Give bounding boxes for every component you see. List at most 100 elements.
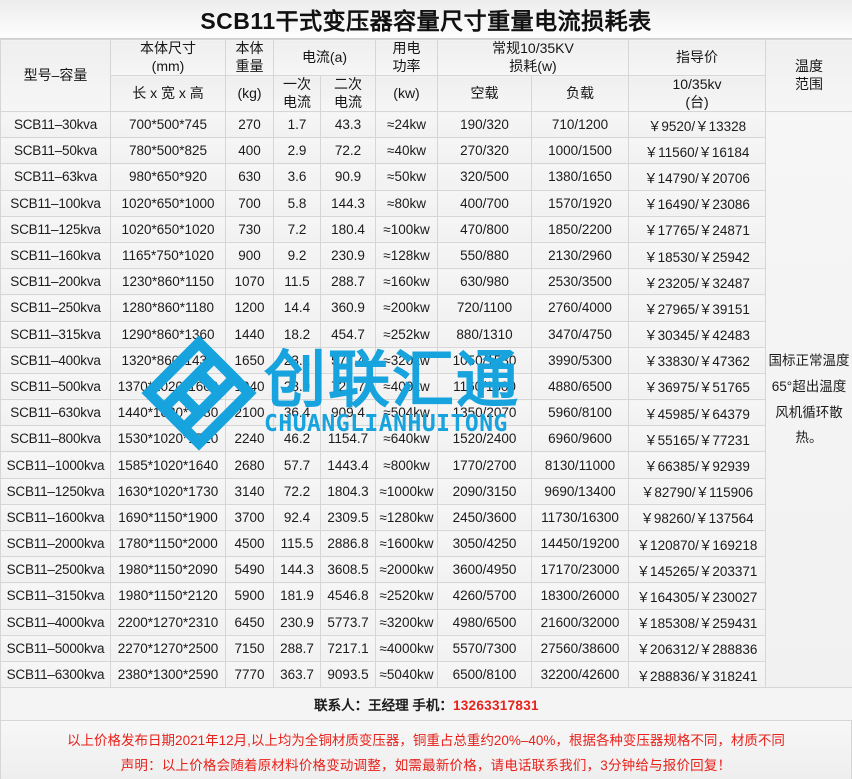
cell-no-load-loss: 320/500 xyxy=(437,163,532,191)
cell-secondary-current: 909.4 xyxy=(320,399,376,427)
table-footer: 联系人：王经理 手机：13263317831 xyxy=(0,687,852,722)
table-row: SCB11–1600kva 1690*1150*1900 3700 92.4 2309.… xyxy=(0,503,852,532)
header-power-label-1: 用电 xyxy=(392,40,421,56)
cell-primary-current: 18.2 xyxy=(273,320,321,348)
cell-dimensions: 2270*1270*2500 xyxy=(110,634,226,662)
cell-no-load-loss: 470/800 xyxy=(437,215,532,243)
header-current-secondary-1: 二次 xyxy=(334,76,362,92)
cell-weight: 7150 xyxy=(225,634,274,662)
cell-secondary-current: 288.7 xyxy=(320,268,376,296)
header-weight: 本体 重量 xyxy=(225,39,274,76)
cell-load-loss: 5960/8100 xyxy=(531,399,629,427)
cell-load-loss: 3470/4750 xyxy=(531,320,629,348)
cell-weight: 5900 xyxy=(225,582,274,610)
header-current-primary-1: 一次 xyxy=(283,76,311,92)
cell-no-load-loss: 5570/7300 xyxy=(437,634,532,662)
cell-primary-current: 11.5 xyxy=(273,268,321,296)
header-dimensions-sub: 长 x 宽 x 高 xyxy=(110,75,226,112)
contact-phone[interactable]: 13263317831 xyxy=(452,698,539,714)
cell-weight: 1200 xyxy=(225,294,274,322)
cell-secondary-current: 4546.8 xyxy=(320,582,376,610)
table-row: SCB11–200kva 1230*860*1150 1070 11.5 288.7 ≈1… xyxy=(0,268,852,296)
header-loss-label-2: 损耗(w) xyxy=(509,57,557,74)
cell-no-load-loss: 3600/4950 xyxy=(437,556,532,584)
cell-primary-current: 2.9 xyxy=(273,137,321,165)
cell-price: ￥17765/￥24871 xyxy=(628,215,766,243)
cell-model: SCB11–800kva xyxy=(0,425,111,453)
table-row: SCB11–630kva 1440*1020*1680 2100 36.4 909.4 ≈… xyxy=(0,399,852,427)
cell-no-load-loss: 190/320 xyxy=(437,110,532,139)
cell-secondary-current: 144.3 xyxy=(320,189,376,217)
cell-dimensions: 1530*1020*1520 xyxy=(110,425,226,453)
contact-cell: 联系人：王经理 手机：13263317831 xyxy=(0,687,852,722)
cell-power: ≈2520kw xyxy=(375,582,438,610)
cell-model: SCB11–100kva xyxy=(0,189,111,217)
cell-power: ≈3200kw xyxy=(375,608,438,636)
cell-weight: 1440 xyxy=(225,320,274,348)
cell-power: ≈24kw xyxy=(375,110,438,139)
cell-load-loss: 6960/9600 xyxy=(531,425,629,453)
cell-dimensions: 700*500*745 xyxy=(110,110,226,139)
cell-load-loss: 2760/4000 xyxy=(531,294,629,322)
header-price-sub-2: (台) xyxy=(685,93,709,110)
cell-power: ≈252kw xyxy=(375,320,438,348)
disclaimer-block: 以上价格发布日期2021年12月,以上均为全铜材质变压器，铜重占总重约20%–4… xyxy=(0,721,852,779)
header-model: 型号–容量 xyxy=(0,39,111,112)
cell-load-loss: 710/1200 xyxy=(531,110,629,139)
cell-price: ￥98260/￥137564 xyxy=(628,503,766,532)
cell-load-loss: 3990/5300 xyxy=(531,346,629,374)
header-weight-label-2: 重量 xyxy=(235,57,264,74)
page-title: SCB11干式变压器容量尺寸重量电流损耗表 xyxy=(200,8,652,34)
cell-dimensions: 1630*1020*1730 xyxy=(110,477,226,505)
cell-weight: 1940 xyxy=(225,372,274,401)
cell-dimensions: 780*500*825 xyxy=(110,137,226,165)
cell-no-load-loss: 400/700 xyxy=(437,189,532,217)
cell-model: SCB11–6300kva xyxy=(0,660,111,689)
cell-load-loss: 2130/2960 xyxy=(531,241,629,270)
cell-price: ￥45985/￥64379 xyxy=(628,399,766,427)
cell-primary-current: 5.8 xyxy=(273,189,321,217)
header-loss-noload: 空载 xyxy=(437,75,532,112)
table-row: SCB11–50kva 780*500*825 400 2.9 72.2 ≈40kw 270… xyxy=(0,137,852,165)
cell-no-load-loss: 720/1100 xyxy=(437,294,532,322)
cell-load-loss: 1570/1920 xyxy=(531,189,629,217)
cell-dimensions: 1320*860*1430 xyxy=(110,346,226,374)
cell-price: ￥33830/￥47362 xyxy=(628,346,766,374)
cell-model: SCB11–3150kva xyxy=(0,582,111,610)
cell-model: SCB11–2000kva xyxy=(0,529,111,558)
cell-dimensions: 1690*1150*1900 xyxy=(110,503,226,532)
cell-model: SCB11–160kva xyxy=(0,241,111,270)
table-row: SCB11–30kva 700*500*745 270 1.7 43.3 ≈24kw 190… xyxy=(0,110,852,689)
cell-power: ≈160kw xyxy=(375,268,438,296)
header-current: 电流(a) xyxy=(273,39,376,76)
cell-dimensions: 1980*1150*2090 xyxy=(110,556,226,584)
cell-secondary-current: 5773.7 xyxy=(320,608,376,636)
cell-secondary-current: 1804.3 xyxy=(320,477,376,505)
cell-power: ≈40kw xyxy=(375,137,438,165)
cell-load-loss: 1000/1500 xyxy=(531,137,629,165)
table-row: SCB11–6300kva 2380*1300*2590 7770 363.7 9093… xyxy=(0,660,852,689)
cell-model: SCB11–1000kva xyxy=(0,451,111,479)
cell-weight: 6450 xyxy=(225,608,274,636)
cell-price: ￥18530/￥25942 xyxy=(628,241,766,270)
cell-no-load-loss: 6500/8100 xyxy=(437,660,532,689)
cell-load-loss: 27560/38600 xyxy=(531,634,629,662)
cell-weight: 730 xyxy=(225,215,274,243)
cell-primary-current: 9.2 xyxy=(273,241,321,270)
cell-secondary-current: 721.7 xyxy=(320,372,376,401)
cell-power: ≈2000kw xyxy=(375,556,438,584)
cell-primary-current: 72.2 xyxy=(273,477,321,505)
header-row-sub: 长 x 宽 x 高 (kg) 一次 电流 二次 电流 (kw) 空载 负载 10… xyxy=(1,75,852,112)
cell-model: SCB11–500kva xyxy=(0,372,111,401)
cell-dimensions: 2380*1300*2590 xyxy=(110,660,226,689)
cell-model: SCB11–125kva xyxy=(0,215,111,243)
cell-dimensions: 1020*650*1000 xyxy=(110,189,226,217)
cell-primary-current: 363.7 xyxy=(273,660,321,689)
cell-model: SCB11–4000kva xyxy=(0,608,111,636)
specification-table: 型号–容量 本体尺寸 (mm) 本体 重量 电流(a) 用电 功率 常规10/3… xyxy=(0,39,852,722)
header-price: 指导价 xyxy=(628,39,766,76)
header-power: 用电 功率 xyxy=(375,39,438,76)
cell-price: ￥185308/￥259431 xyxy=(628,608,766,636)
cell-load-loss: 21600/32000 xyxy=(531,608,629,636)
cell-power: ≈504kw xyxy=(375,399,438,427)
